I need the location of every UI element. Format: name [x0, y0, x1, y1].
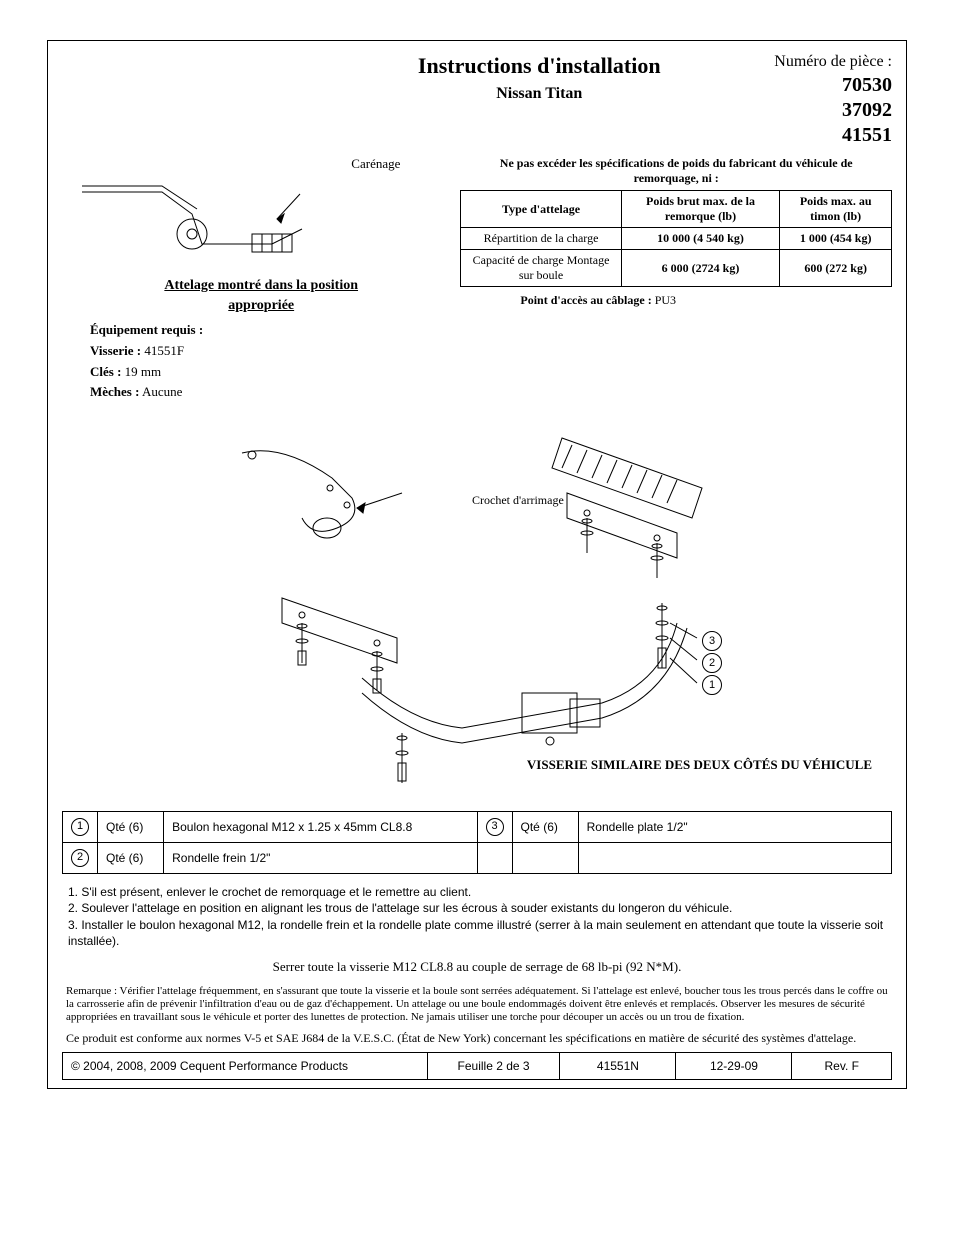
page-frame: Instructions d'installation Nissan Titan… [47, 40, 907, 1089]
step: 1. S'il est présent, enlever le crochet … [68, 884, 886, 900]
footer-sheet: Feuille 2 de 3 [427, 1052, 560, 1079]
spec-header: Poids max. au timon (lb) [780, 191, 892, 228]
crochet-label: Crochet d'arrimage [472, 493, 564, 508]
upper-section: Carénage Attelage montré da [62, 156, 892, 403]
step: 3. Installer le boulon hexagonal M12, la… [68, 917, 886, 949]
footer-code: 41551N [560, 1052, 676, 1079]
equipment-value: Aucune [142, 384, 182, 399]
hitch-caption-line2: appropriée [62, 298, 460, 314]
part-num-empty [477, 843, 512, 874]
spec-cell: 10 000 (4 540 kg) [621, 228, 780, 250]
exploded-diagram-icon [102, 423, 862, 803]
equipment-label: Mèches : [90, 384, 139, 399]
part-num: 3 [486, 818, 504, 836]
part-num: 2 [71, 849, 89, 867]
part-desc: Boulon hexagonal M12 x 1.25 x 45mm CL8.8 [164, 812, 477, 843]
spec-header: Poids brut max. de la remorque (lb) [621, 191, 780, 228]
footer-date: 12-29-09 [676, 1052, 792, 1079]
torque-note: Serrer toute la visserie M12 CL8.8 au co… [62, 959, 892, 975]
carenage-label: Carénage [351, 156, 400, 171]
main-diagram: Crochet d'arrimage 3 2 1 VISSERIE SIMILA… [62, 423, 892, 803]
part-numbers: 70530 37092 41551 [685, 73, 893, 148]
equipment-value: 41551F [144, 343, 184, 358]
part-number: 37092 [685, 98, 893, 123]
remark-block: Remarque : Vérifier l'attelage fréquemme… [62, 985, 892, 1025]
part-qty: Qté (6) [512, 812, 578, 843]
spec-cell: 6 000 (2724 kg) [621, 250, 780, 287]
spec-cell: Répartition de la charge [461, 228, 621, 250]
footer-rev: Rev. F [792, 1052, 892, 1079]
header: Instructions d'installation Nissan Titan… [62, 53, 892, 148]
part-qty: Qté (6) [98, 812, 164, 843]
weight-note: Ne pas excéder les spécifications de poi… [460, 156, 892, 186]
step: 2. Soulever l'attelage en position en al… [68, 900, 886, 916]
part-desc-empty [578, 843, 891, 874]
conformity-note: Ce produit est conforme aux normes V-5 e… [62, 1031, 892, 1046]
equipment-label: Visserie : [90, 343, 141, 358]
equipment-block: Équipement requis : Visserie : 41551F Cl… [90, 320, 460, 403]
spec-cell: 600 (272 kg) [780, 250, 892, 287]
part-number: 41551 [685, 123, 893, 148]
footer-copyright: © 2004, 2008, 2009 Cequent Performance P… [63, 1052, 428, 1079]
equipment-value: 19 mm [125, 364, 161, 379]
spec-cell: Capacité de charge Montage sur boule [461, 250, 621, 287]
hitch-sketch-icon [72, 174, 332, 274]
title-sub: Nissan Titan [394, 85, 685, 103]
title-main: Instructions d'installation [394, 53, 685, 79]
part-qty: Qté (6) [98, 843, 164, 874]
hitch-caption-line1: Attelage montré dans la position [62, 278, 460, 294]
equipment-title: Équipement requis : [90, 320, 460, 341]
wiring-access: Point d'accès au câblage : PU3 [460, 293, 892, 308]
wiring-value: PU3 [655, 293, 676, 307]
spec-cell: 1 000 (454 kg) [780, 228, 892, 250]
parts-table: 1 Qté (6) Boulon hexagonal M12 x 1.25 x … [62, 811, 892, 874]
wiring-label: Point d'accès au câblage : [520, 293, 651, 307]
part-number: 70530 [685, 73, 893, 98]
part-qty-empty [512, 843, 578, 874]
part-desc: Rondelle frein 1/2" [164, 843, 477, 874]
equipment-label: Clés : [90, 364, 121, 379]
footer-table: © 2004, 2008, 2009 Cequent Performance P… [62, 1052, 892, 1080]
part-desc: Rondelle plate 1/2" [578, 812, 891, 843]
spec-table: Type d'attelage Poids brut max. de la re… [460, 190, 892, 287]
spec-header: Type d'attelage [461, 191, 621, 228]
part-label: Numéro de pièce : [685, 53, 893, 71]
part-num: 1 [71, 818, 89, 836]
visserie-note: VISSERIE SIMILAIRE DES DEUX CÔTÉS DU VÉH… [527, 757, 872, 773]
steps-block: 1. S'il est présent, enlever le crochet … [62, 884, 892, 949]
